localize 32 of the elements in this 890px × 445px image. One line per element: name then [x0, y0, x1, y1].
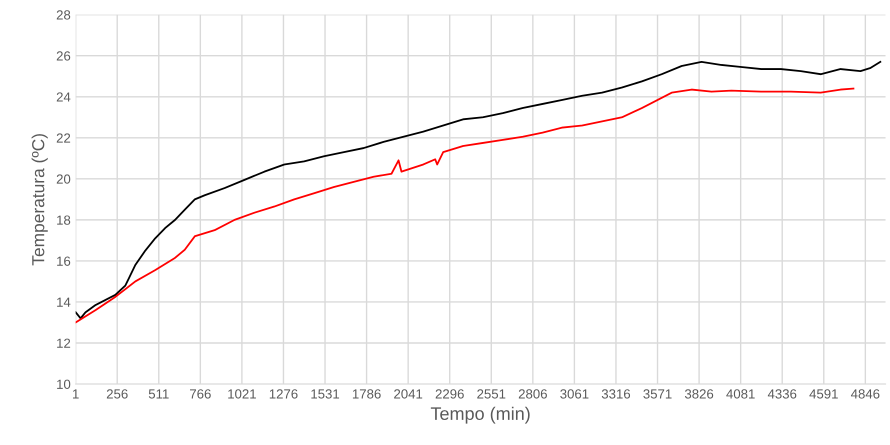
x-tick-label: 1276 [270, 389, 298, 399]
x-tick-label: 4081 [726, 389, 755, 399]
y-tick-label: 22 [56, 133, 70, 143]
x-tick-label: 1 [72, 389, 79, 398]
x-tick-label: 4846 [850, 389, 880, 399]
y-tick-label: 12 [57, 338, 70, 348]
x-tick-label: 4336 [768, 389, 796, 399]
x-tick-label: 1786 [352, 389, 381, 399]
y-tick-label: 26 [56, 51, 70, 61]
x-tick-label: 256 [106, 389, 128, 399]
x-tick-label: 3571 [643, 389, 672, 399]
y-tick-label: 18 [57, 215, 70, 225]
y-tick-label: 24 [56, 92, 70, 102]
x-tick-label: 3061 [560, 389, 588, 399]
y-tick-label: 28 [56, 10, 70, 20]
y-tick-label: 16 [57, 256, 70, 266]
y-axis-title: Temperatura (ºC) [32, 134, 48, 266]
x-axis-title: Tempo (min) [430, 406, 530, 424]
x-tick-label: 2806 [518, 389, 547, 399]
x-tick-label: 511 [148, 389, 169, 399]
x-tick-label: 4591 [809, 389, 838, 399]
x-tick-label: 1021 [228, 389, 256, 399]
x-tick-label: 3316 [602, 389, 630, 399]
x-tick-label: 2041 [394, 389, 422, 399]
x-tick-label: 1531 [311, 389, 340, 399]
x-tick-label: 2551 [477, 389, 506, 399]
x-tick-label: 3826 [684, 389, 714, 399]
y-tick-label: 20 [56, 174, 70, 184]
y-tick-label: 14 [57, 298, 70, 307]
x-tick-label: 2296 [436, 389, 464, 399]
y-tick-label: 10 [57, 380, 70, 389]
x-tick-label: 766 [190, 389, 211, 399]
